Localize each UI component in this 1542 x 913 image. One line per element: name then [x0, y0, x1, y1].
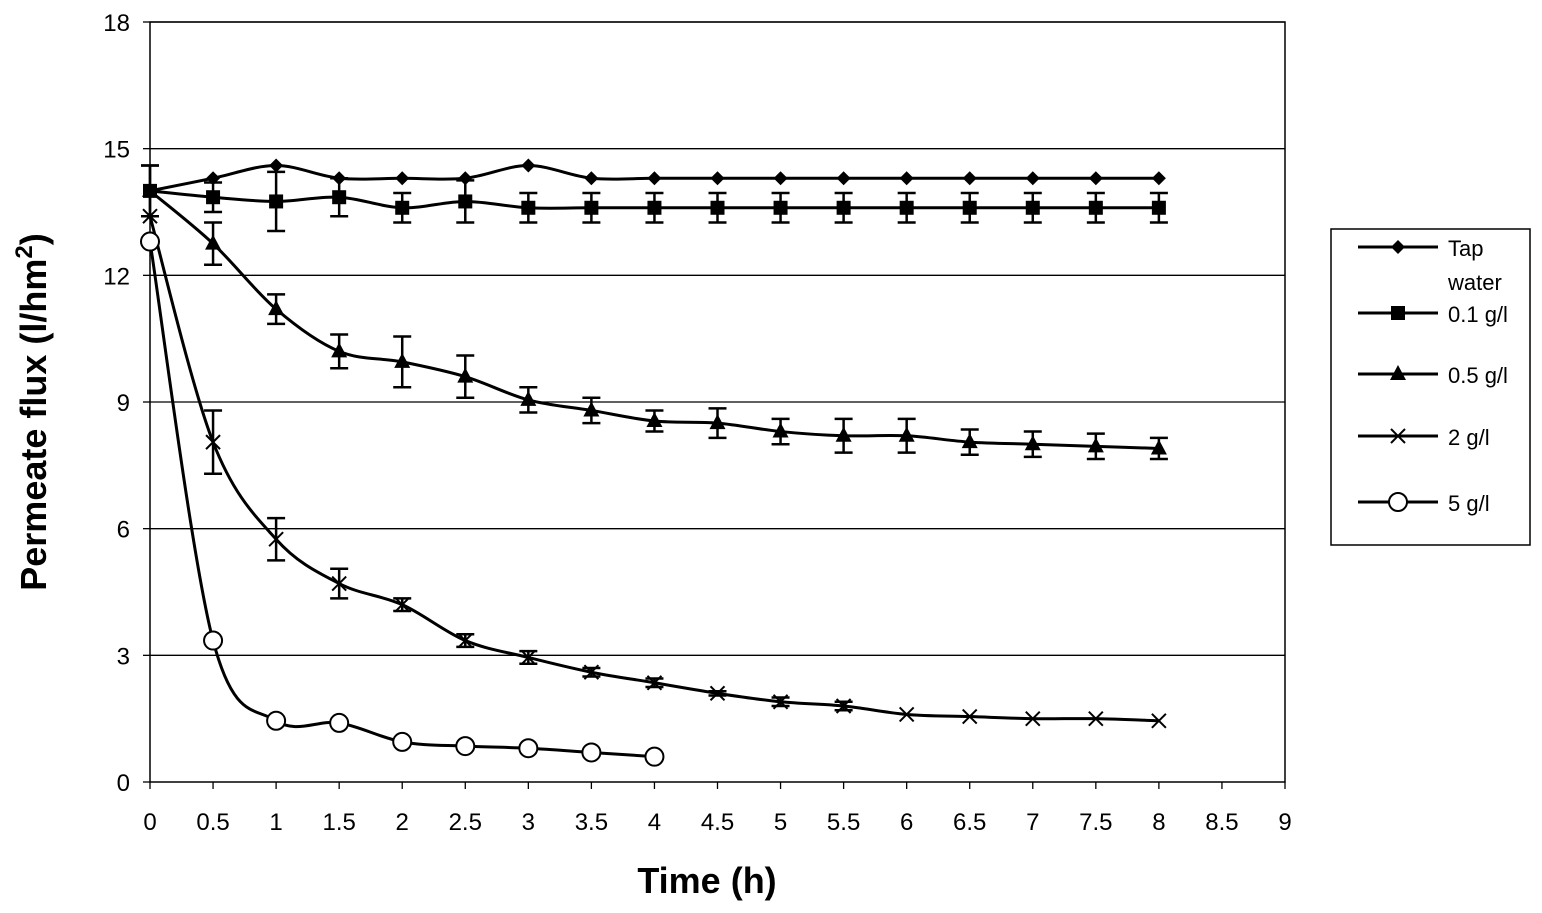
- data-point: [458, 194, 472, 208]
- x-tick-label: 3.5: [575, 809, 608, 836]
- x-tick-label: 5.5: [827, 809, 860, 836]
- data-point: [900, 201, 914, 215]
- legend-label: 2 g/l: [1448, 425, 1490, 450]
- data-point: [330, 714, 348, 732]
- x-tick-label: 3: [522, 809, 535, 836]
- data-point: [395, 201, 409, 215]
- data-point: [204, 632, 222, 650]
- legend-label: water: [1447, 270, 1502, 295]
- data-point: [645, 748, 663, 766]
- y-tick-label: 15: [103, 137, 130, 164]
- x-tick-label: 4.5: [701, 809, 734, 836]
- data-point: [1152, 201, 1166, 215]
- data-point: [711, 201, 725, 215]
- x-tick-label: 2: [396, 809, 409, 836]
- data-point: [332, 190, 346, 204]
- x-axis-title: Time (h): [637, 860, 776, 901]
- y-tick-label: 9: [117, 390, 130, 417]
- x-tick-label: 8: [1152, 809, 1165, 836]
- x-tick-label: 7.5: [1079, 809, 1112, 836]
- x-tick-label: 0: [143, 809, 156, 836]
- data-point: [647, 201, 661, 215]
- y-tick-label: 3: [117, 643, 130, 670]
- legend-swatch-marker: [1389, 493, 1407, 511]
- x-tick-label: 4: [648, 809, 661, 836]
- x-tick-label: 7: [1026, 809, 1039, 836]
- y-axis-title: Permeate flux (l/hm2): [11, 233, 54, 590]
- data-point: [582, 743, 600, 761]
- data-point: [1089, 201, 1103, 215]
- legend-swatch-marker: [1391, 306, 1405, 320]
- x-tick-label: 8.5: [1205, 809, 1238, 836]
- x-tick-label: 6: [900, 809, 913, 836]
- data-point: [584, 201, 598, 215]
- data-point: [269, 194, 283, 208]
- data-point: [141, 233, 159, 251]
- data-point: [267, 712, 285, 730]
- data-point: [456, 737, 474, 755]
- y-tick-label: 18: [103, 10, 130, 37]
- x-tick-label: 1.5: [322, 809, 355, 836]
- data-point: [521, 201, 535, 215]
- legend-label: Tap: [1448, 236, 1483, 261]
- y-tick-label: 6: [117, 517, 130, 544]
- x-tick-label: 6.5: [953, 809, 986, 836]
- data-point: [519, 739, 537, 757]
- x-tick-label: 0.5: [196, 809, 229, 836]
- y-tick-label: 12: [103, 263, 130, 290]
- x-tick-label: 5: [774, 809, 787, 836]
- x-tick-label: 1: [269, 809, 282, 836]
- legend-label: 0.5 g/l: [1448, 363, 1508, 388]
- data-point: [837, 201, 851, 215]
- data-point: [963, 201, 977, 215]
- legend-label: 0.1 g/l: [1448, 302, 1508, 327]
- data-point: [774, 201, 788, 215]
- data-point: [206, 190, 220, 204]
- legend: Tap water 0.1 g/l 0.5 g/l 2 g/l 5 g/l: [1331, 229, 1530, 545]
- x-tick-label: 2.5: [449, 809, 482, 836]
- y-tick-label: 0: [117, 770, 130, 797]
- data-point: [1026, 201, 1040, 215]
- data-point: [393, 733, 411, 751]
- legend-label: 5 g/l: [1448, 491, 1490, 516]
- x-tick-label: 9: [1278, 809, 1291, 836]
